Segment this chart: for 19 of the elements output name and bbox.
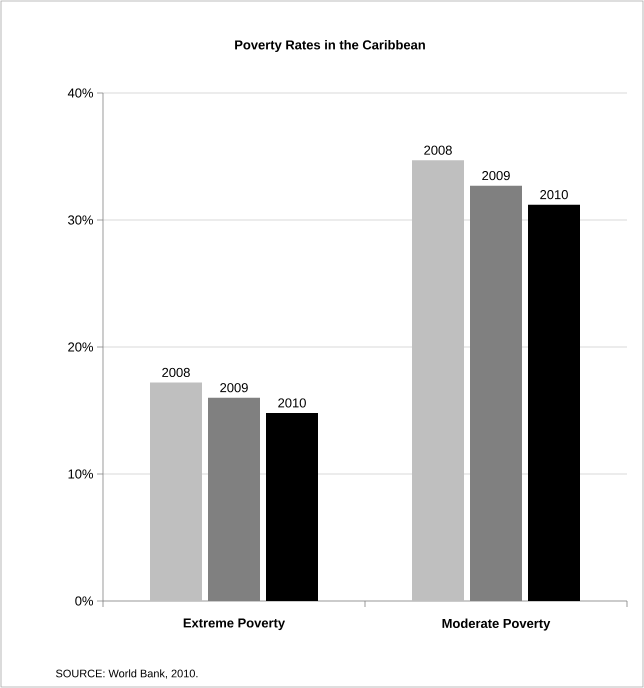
text: 2010 [278,398,306,408]
y-tick-label: 40% [68,88,94,98]
text: 2008 [424,146,452,155]
y-tick-label: 10% [68,469,94,479]
x-tick-label: Moderate Poverty [442,618,550,631]
x-tick-label: Extreme Poverty [184,618,286,630]
bar [150,382,202,601]
series-label: 2009 [482,171,510,180]
bar [266,413,318,601]
series-label: 2008 [162,368,190,378]
y-tick-label: 20% [68,342,94,352]
y-tick-label: 0% [75,596,94,606]
series-label: 2010 [540,190,568,200]
source-note: SOURCE: World Bank, 2010. [56,669,198,679]
bar [528,204,580,601]
chart-title: Poverty Rates in the Caribbean [235,40,425,52]
bar [412,160,464,601]
y-tick-label: 30% [68,215,94,225]
text: 2009 [220,383,248,392]
